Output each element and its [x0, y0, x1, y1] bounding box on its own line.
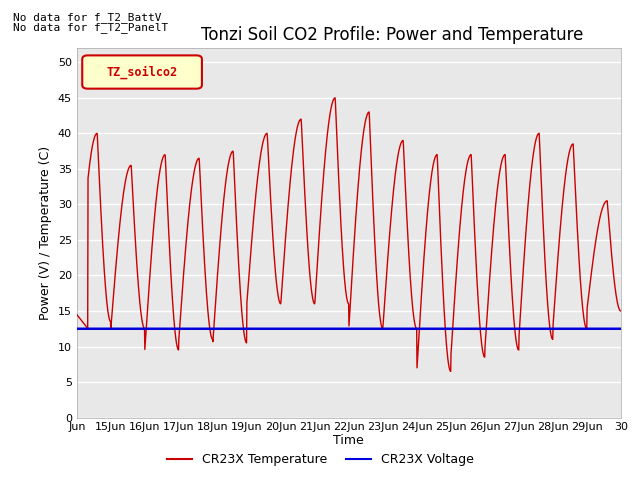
Text: No data for f_T2_BattV: No data for f_T2_BattV [13, 12, 161, 23]
Text: No data for f_T2_PanelT: No data for f_T2_PanelT [13, 22, 168, 33]
Y-axis label: Power (V) / Temperature (C): Power (V) / Temperature (C) [39, 146, 52, 320]
Title: Tonzi Soil CO2 Profile: Power and Temperature: Tonzi Soil CO2 Profile: Power and Temper… [201, 25, 584, 44]
FancyBboxPatch shape [82, 55, 202, 89]
X-axis label: Time: Time [333, 434, 364, 447]
Legend: CR23X Temperature, CR23X Voltage: CR23X Temperature, CR23X Voltage [161, 448, 479, 471]
Text: TZ_soilco2: TZ_soilco2 [106, 65, 178, 79]
